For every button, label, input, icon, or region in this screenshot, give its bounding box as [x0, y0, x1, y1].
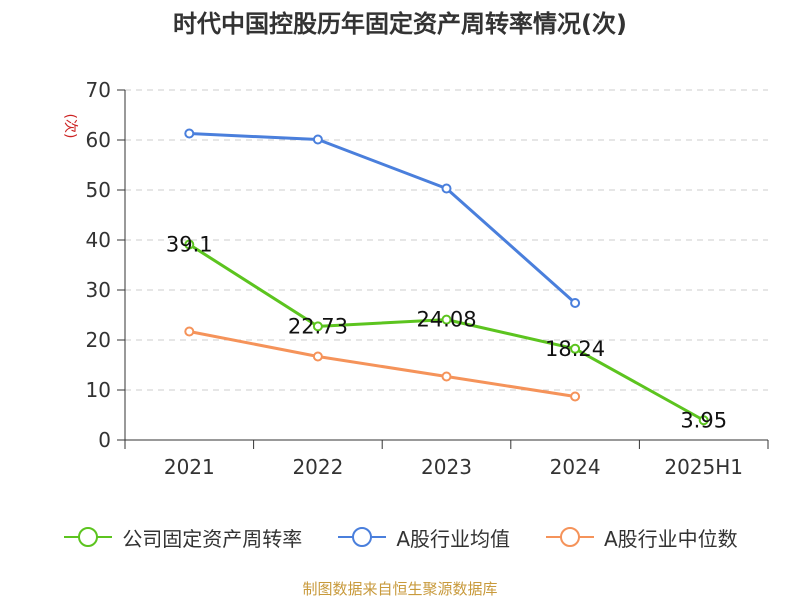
data-point — [312, 134, 323, 145]
legend-label: A股行业均值 — [396, 526, 510, 551]
y-tick-label: 10 — [86, 378, 111, 402]
legend-circle — [560, 527, 580, 547]
data-point — [312, 351, 323, 362]
y-tick-label: 60 — [86, 128, 111, 152]
data-point — [312, 321, 323, 332]
x-tick-label: 2025H1 — [664, 455, 743, 479]
y-tick-label: 70 — [86, 78, 111, 102]
legend: 公司固定资产周转率 A股行业均值 A股行业中位数 — [0, 520, 800, 554]
x-tick-label: 2022 — [292, 455, 343, 479]
y-tick-label: 40 — [86, 228, 111, 252]
y-tick-label: 0 — [98, 428, 111, 452]
data-label: 22.73 — [288, 314, 348, 338]
legend-item[interactable]: A股行业中位数 — [544, 523, 738, 552]
series-lines — [184, 128, 709, 426]
source-note: 制图数据来自恒生聚源数据库 — [302, 580, 498, 598]
legend-label: 公司固定资产周转率 — [122, 526, 303, 551]
data-point — [570, 298, 581, 308]
legend-marker-icon — [546, 527, 594, 547]
chart-title: 时代中国控股历年固定资产周转率情况(次) — [173, 10, 627, 38]
legend-marker-icon — [338, 527, 387, 547]
data-point — [570, 391, 581, 402]
legend-label: A股行业中位数 — [604, 526, 738, 551]
data-point — [184, 128, 195, 139]
data-label: 39.1 — [166, 233, 213, 257]
data-point — [184, 239, 195, 250]
x-tick-label: 2021 — [164, 455, 215, 479]
series-line — [189, 330, 576, 398]
x-tick-label: 2024 — [550, 455, 601, 479]
axes: 0 10 20 30 40 50 60 70 2021 2022 2023 2024 2025H1 — [86, 78, 769, 479]
data-label: 18.24 — [545, 337, 605, 361]
y-tick-label: 50 — [86, 178, 111, 202]
data-label: 24.08 — [416, 308, 476, 332]
y-tick-label: 30 — [86, 278, 111, 302]
y-axis-label: (次) — [62, 114, 78, 139]
data-point — [698, 415, 709, 426]
legend-circle — [352, 527, 373, 547]
series-line — [188, 243, 705, 422]
legend-item[interactable]: A股行业均值 — [336, 523, 510, 552]
legend-item[interactable]: 公司固定资产周转率 — [62, 523, 302, 552]
data-point — [184, 326, 195, 337]
y-tick-label: 20 — [86, 328, 111, 352]
data-labels: 39.1 22.73 24.08 18.24 3.95 — [166, 233, 727, 433]
x-tick-label: 2023 — [421, 455, 472, 479]
data-point — [441, 183, 452, 194]
data-label: 3.95 — [680, 408, 727, 432]
legend-circle — [78, 527, 99, 547]
series-line — [189, 132, 577, 305]
data-point — [570, 343, 581, 354]
data-point — [441, 371, 452, 382]
data-point — [441, 314, 452, 325]
legend-marker-icon — [64, 527, 113, 547]
